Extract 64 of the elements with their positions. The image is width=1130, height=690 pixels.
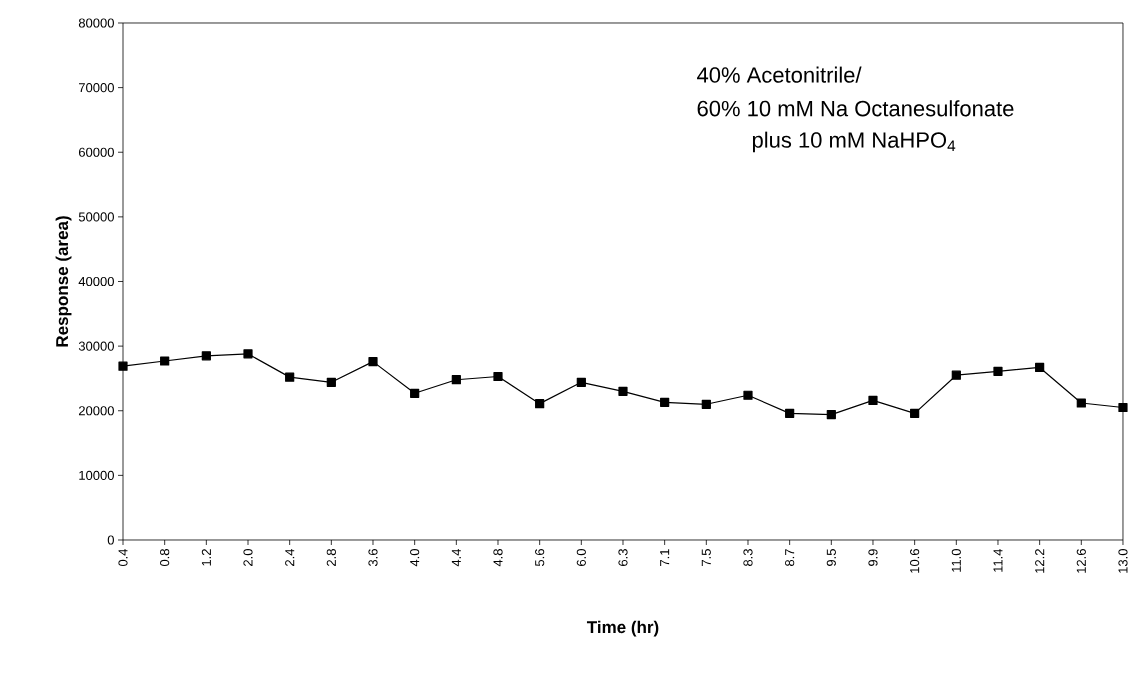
y-tick-label: 70000	[79, 83, 114, 93]
x-tick-label: 4.4	[451, 548, 461, 567]
y-tick-label: 10000	[79, 470, 114, 480]
point	[1035, 362, 1045, 373]
point	[993, 366, 1003, 376]
y-tick-label: 20000	[78, 406, 114, 416]
y-tick-label: 80000	[78, 18, 114, 28]
annotation: 60% 10 mM Na Octanesulfonate	[697, 100, 1014, 117]
point	[1076, 398, 1086, 408]
annotation: 40% Acetonitrile/	[697, 66, 862, 83]
x-tick-label: 8.7	[785, 549, 795, 567]
y-tick-label: 60000	[78, 147, 114, 157]
point	[618, 386, 628, 396]
point	[410, 388, 420, 398]
x-tick-label: 7.5	[701, 549, 711, 566]
point	[451, 375, 461, 385]
point	[951, 370, 961, 380]
y-tick-label: 30000	[78, 341, 114, 351]
point	[118, 361, 128, 371]
x-tick-label: 7.1	[660, 549, 670, 566]
x-tick-label: 4.8	[493, 549, 503, 567]
point	[243, 349, 253, 359]
point	[535, 399, 545, 409]
x-tick-label: 5.6	[535, 549, 545, 567]
x-tick-label: 11.0	[951, 549, 961, 572]
point	[1118, 402, 1128, 413]
point	[743, 390, 753, 400]
x-tick-label: 9.5	[826, 549, 836, 566]
x-tick-label: 8.3	[743, 549, 753, 567]
x-tick-label: 13.0	[1118, 549, 1128, 573]
x-tick-label: 2.4	[285, 548, 295, 566]
x-tick-label: 2.0	[243, 549, 253, 566]
point	[160, 356, 170, 366]
x-tick-label: 11.4	[993, 548, 1003, 572]
point	[868, 395, 878, 405]
annotation: plus 10 mM NaHPO$_{4}$	[752, 131, 956, 153]
x-tick-label: 12.6	[1076, 549, 1086, 573]
x-tick-label: 3.6	[368, 549, 378, 567]
point	[201, 351, 211, 361]
point	[910, 408, 920, 418]
point	[660, 397, 670, 407]
y-axis-title: Response (area)	[55, 216, 72, 347]
x-axis-title: Time (hr)	[586, 620, 659, 637]
point	[493, 371, 503, 382]
point	[826, 410, 836, 420]
point	[326, 377, 336, 387]
point	[701, 399, 711, 409]
point	[368, 357, 378, 367]
point	[576, 377, 586, 387]
x-tick-label: 0.8	[160, 549, 170, 567]
y-tick-label: 0	[107, 535, 114, 545]
point	[285, 372, 295, 382]
x-tick-label: 2.8	[326, 549, 336, 566]
x-tick-label: 9.9	[868, 549, 878, 566]
x-tick-label: 0.4	[118, 548, 128, 567]
x-tick-label: 10.6	[910, 549, 920, 573]
x-tick-label: 6.3	[618, 549, 628, 566]
y-tick-label: 40000	[78, 276, 114, 287]
x-tick-label: 4.0	[410, 549, 420, 567]
y-tick-label: 50000	[78, 212, 114, 222]
x-tick-label: 6.0	[576, 549, 586, 566]
x-tick-label: 1.2	[201, 549, 211, 566]
x-tick-label: 12.2	[1035, 549, 1045, 573]
point	[785, 408, 795, 418]
